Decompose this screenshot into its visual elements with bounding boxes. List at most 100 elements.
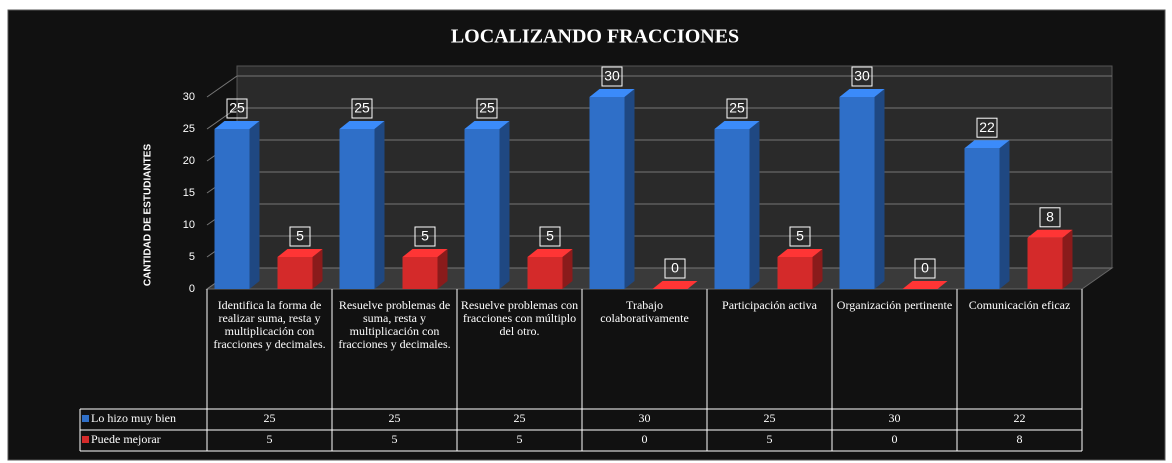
- bar: [964, 140, 1010, 289]
- bar-front: [464, 129, 500, 289]
- data-label: 0: [671, 260, 679, 276]
- x-tick-label: Resuelve problemas de suma, resta y mult…: [338, 298, 451, 351]
- y-tick-label: 0: [189, 283, 195, 295]
- bar-top: [652, 281, 698, 289]
- bar-side: [562, 249, 573, 289]
- grid-line: [206, 75, 1112, 98]
- data-label: 25: [479, 100, 495, 116]
- bar-front: [1027, 237, 1063, 289]
- bar-front: [714, 129, 750, 289]
- data-label-box: [351, 98, 373, 119]
- bar-top: [839, 89, 885, 97]
- bar-top: [964, 140, 1010, 149]
- grid-line: [206, 107, 1112, 130]
- bar-front: [839, 97, 875, 289]
- bar-top: [1027, 229, 1073, 238]
- table-value: 0: [641, 432, 648, 446]
- data-label: 5: [421, 228, 429, 244]
- bar-side: [812, 249, 823, 289]
- data-label: 5: [796, 228, 804, 244]
- bar-front: [527, 257, 563, 289]
- data-label: 25: [354, 100, 370, 116]
- bar-side: [874, 89, 885, 289]
- table-value: 8: [1016, 432, 1023, 446]
- chart-title: LOCALIZANDO FRACCIONES: [451, 26, 739, 48]
- bar-top: [902, 281, 948, 289]
- data-label-box: [226, 98, 248, 119]
- data-label-box: [976, 117, 998, 138]
- data-label-box: [289, 226, 311, 247]
- data-label: 22: [979, 119, 995, 135]
- data-label-box: [664, 258, 686, 279]
- data-label-box: [539, 226, 561, 247]
- bar-front: [402, 257, 438, 289]
- x-tick-label: Trabajo colaborativamente: [600, 298, 689, 325]
- data-label-box: [414, 226, 436, 247]
- bar-side: [999, 140, 1010, 289]
- bar-front: [214, 129, 250, 289]
- y-tick-label: 25: [183, 123, 195, 135]
- x-tick-label: Organización pertinente: [836, 298, 953, 312]
- bar-top: [214, 121, 260, 129]
- bar: [839, 89, 885, 289]
- table-value: 30: [638, 411, 651, 425]
- legend-swatch: [82, 436, 89, 443]
- bar-top: [714, 121, 760, 129]
- bar-top: [527, 249, 573, 257]
- bar-front: [964, 148, 1000, 289]
- bar-side: [749, 121, 760, 289]
- x-tick-label: Identifica la forma de realizar suma, re…: [213, 298, 326, 351]
- data-label-box: [789, 226, 811, 247]
- table-value: 25: [763, 411, 776, 425]
- legend-label: Puede mejorar: [91, 432, 161, 446]
- data-label: 5: [296, 228, 304, 244]
- bar: [277, 249, 323, 289]
- legend-swatch: [82, 415, 89, 422]
- x-tick-label: Participación activa: [722, 298, 817, 312]
- bar-side: [437, 249, 448, 289]
- bar: [402, 249, 448, 289]
- table-value: 30: [888, 411, 901, 425]
- bar-top: [589, 89, 635, 97]
- bar: [527, 249, 573, 289]
- bar: [902, 281, 948, 289]
- x-tick-label: Resuelve problemas con fracciones con mú…: [460, 298, 579, 338]
- data-label: 0: [921, 260, 929, 276]
- data-label-box: [1039, 207, 1061, 228]
- bar: [777, 249, 823, 289]
- data-label: 30: [604, 68, 620, 84]
- table-value: 5: [266, 432, 273, 446]
- data-label-box: [476, 98, 498, 119]
- legend-label: Lo hizo muy bien: [91, 411, 176, 425]
- bar: [214, 121, 260, 289]
- table-value: 5: [766, 432, 773, 446]
- bar-side: [374, 121, 385, 289]
- bar: [589, 89, 635, 289]
- table-value: 25: [513, 411, 526, 425]
- bar-side: [312, 249, 323, 289]
- data-label-box: [601, 66, 623, 87]
- bar-front: [277, 257, 313, 289]
- bar-side: [499, 121, 510, 289]
- table-value: 5: [391, 432, 398, 446]
- data-label-box: [726, 98, 748, 119]
- table-value: 5: [516, 432, 523, 446]
- bar-side: [249, 121, 260, 289]
- table-value: 0: [891, 432, 898, 446]
- y-axis-label: CANTIDAD DE ESTUDIANTES: [143, 144, 154, 287]
- data-label-box: [914, 258, 936, 279]
- bar-top: [464, 121, 510, 129]
- table-value: 25: [263, 411, 276, 425]
- bar-top: [777, 249, 823, 257]
- data-label: 25: [729, 100, 745, 116]
- bar-top: [402, 249, 448, 257]
- bar-front: [339, 129, 375, 289]
- data-label-box: [851, 66, 873, 87]
- y-tick-label: 10: [183, 219, 195, 231]
- table-value: 22: [1013, 411, 1026, 425]
- bar: [714, 121, 760, 289]
- bar-side: [624, 89, 635, 289]
- y-tick-label: 20: [183, 155, 195, 167]
